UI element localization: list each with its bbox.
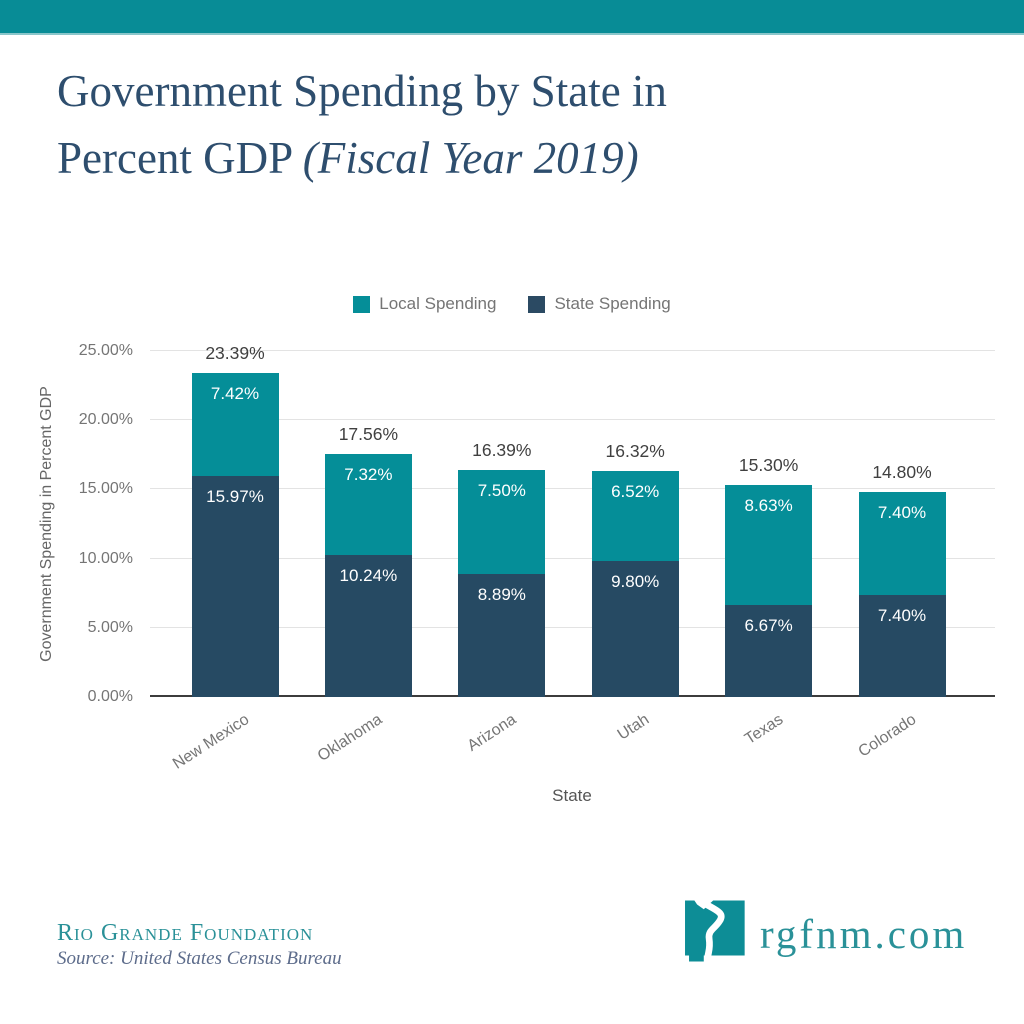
y-tick-label: 20.00% bbox=[78, 411, 133, 429]
x-tick-label: Texas bbox=[741, 711, 786, 749]
segment-value-label: 15.97% bbox=[206, 486, 264, 506]
x-axis-title: State bbox=[552, 786, 592, 805]
y-tick-label: 10.00% bbox=[78, 549, 133, 567]
gridline bbox=[150, 488, 995, 490]
y-axis-tick-labels: 0.00% 5.00% 10.00% 15.00% 20.00% 25.00% bbox=[0, 342, 150, 705]
x-tick-label: New Mexico bbox=[169, 711, 253, 773]
stacked-bar-colorado: 14.80% 7.40% 7.40% bbox=[858, 462, 946, 697]
legend-item: Local Spending bbox=[353, 294, 496, 314]
segment-value-label: 7.42% bbox=[210, 384, 260, 404]
top-accent-bar bbox=[0, 0, 1024, 35]
bar-segment-local-spending: 8.63% bbox=[725, 485, 813, 605]
x-tick-label: Oklahoma bbox=[315, 711, 386, 765]
total-value-label: 15.30% bbox=[738, 455, 799, 476]
total-value-label: 14.80% bbox=[872, 462, 932, 483]
segment-value-label: 8.89% bbox=[477, 584, 526, 604]
segment-value-label: 10.24% bbox=[339, 566, 398, 586]
page-title: Government Spending by State in Percent G… bbox=[57, 58, 667, 192]
x-tick-label: Arizona bbox=[464, 711, 520, 755]
bar-segment-local-spending: 7.42% bbox=[191, 373, 279, 476]
stacked-bar-texas: 15.30% 8.63% 6.67% bbox=[725, 455, 813, 697]
legend-swatch-icon bbox=[528, 295, 546, 313]
bar-segment-state-spending: 6.67% bbox=[725, 604, 813, 697]
chart-legend: Local Spending State Spending bbox=[0, 294, 1024, 314]
x-axis-line bbox=[150, 695, 995, 697]
gridline bbox=[150, 419, 995, 421]
stacked-bar-arizona: 16.39% 7.50% 8.89% bbox=[458, 440, 546, 697]
total-value-label: 16.39% bbox=[472, 440, 532, 461]
y-tick-label: 25.00% bbox=[78, 342, 133, 359]
bar-segment-local-spending: 7.32% bbox=[324, 453, 412, 556]
bar-segment-local-spending: 6.52% bbox=[591, 471, 679, 562]
y-tick-label: 0.00% bbox=[87, 688, 133, 705]
legend-swatch-icon bbox=[353, 295, 371, 313]
bar-segment-local-spending: 7.40% bbox=[858, 492, 946, 595]
segment-value-label: 7.50% bbox=[477, 481, 526, 501]
total-value-label: 17.56% bbox=[338, 423, 399, 444]
rgf-logo: rgfnm.com bbox=[681, 896, 1001, 976]
segment-value-label: 7.40% bbox=[877, 605, 927, 625]
bar-segment-state-spending: 9.80% bbox=[591, 561, 679, 697]
source-citation: Source: United States Census Bureau bbox=[57, 948, 342, 969]
plot-area: 23.39% 7.42% 15.97% New Mexico 17.56% 7.32% 10… bbox=[150, 343, 995, 773]
bar-segment-state-spending: 10.24% bbox=[324, 555, 412, 697]
website-url: rgfnm.com bbox=[760, 911, 968, 957]
legend-label: State Spending bbox=[554, 294, 671, 313]
total-value-label: 16.32% bbox=[605, 441, 665, 462]
title-line1: Government Spending by State in bbox=[57, 66, 667, 116]
new-mexico-state-icon bbox=[685, 896, 745, 962]
stacked-bar-new-mexico: 23.39% 7.42% 15.97% bbox=[191, 343, 279, 697]
gridline bbox=[150, 557, 995, 559]
segment-value-label: 6.52% bbox=[611, 482, 660, 502]
bar-segment-state-spending: 15.97% bbox=[191, 475, 279, 697]
bar-segment-state-spending: 7.40% bbox=[858, 594, 946, 697]
stacked-bar-utah: 16.32% 6.52% 9.80% bbox=[591, 441, 679, 697]
segment-value-label: 7.32% bbox=[344, 464, 393, 484]
total-value-label: 23.39% bbox=[205, 343, 265, 364]
organization-name: Rio Grande Foundation bbox=[57, 920, 314, 946]
y-tick-label: 15.00% bbox=[78, 480, 133, 498]
gridline bbox=[150, 626, 995, 628]
bar-segment-state-spending: 8.89% bbox=[458, 573, 546, 697]
legend-label: Local Spending bbox=[379, 294, 497, 313]
segment-value-label: 9.80% bbox=[611, 572, 660, 592]
gridline bbox=[150, 350, 995, 351]
y-tick-label: 5.00% bbox=[87, 618, 133, 636]
legend-item: State Spending bbox=[528, 294, 671, 314]
x-tick-label: Colorado bbox=[855, 711, 920, 761]
title-fiscal-year: (Fiscal Year 2019) bbox=[302, 133, 639, 183]
title-line2: Percent GDP bbox=[57, 133, 303, 183]
bar-segment-local-spending: 7.50% bbox=[458, 470, 546, 574]
segment-value-label: 6.67% bbox=[744, 615, 793, 635]
stacked-bar-oklahoma: 17.56% 7.32% 10.24% bbox=[324, 424, 412, 697]
segment-value-label: 7.40% bbox=[877, 503, 927, 523]
segment-value-label: 8.63% bbox=[744, 496, 793, 516]
